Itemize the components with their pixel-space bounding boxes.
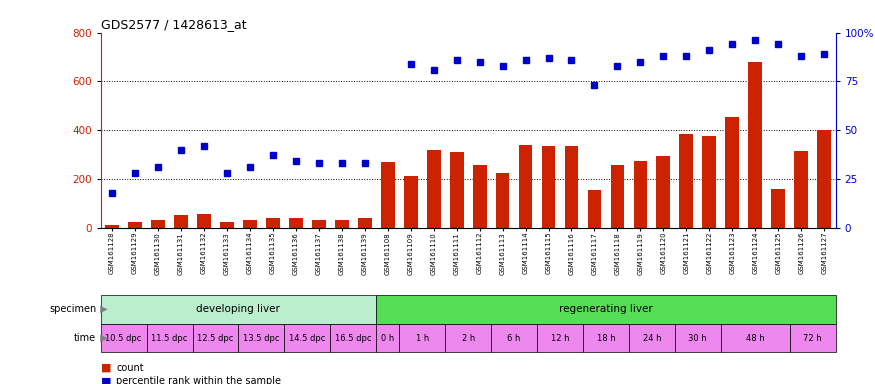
- Bar: [721, 324, 790, 353]
- Text: 48 h: 48 h: [746, 334, 765, 343]
- Bar: [101, 295, 376, 324]
- Text: 2 h: 2 h: [461, 334, 475, 343]
- Text: ▶: ▶: [97, 333, 108, 343]
- Bar: [427, 150, 441, 228]
- Bar: [376, 324, 399, 353]
- Text: percentile rank within the sample: percentile rank within the sample: [116, 376, 282, 384]
- Bar: [817, 130, 831, 228]
- Bar: [748, 62, 762, 228]
- Bar: [376, 295, 836, 324]
- Text: 18 h: 18 h: [597, 334, 615, 343]
- Bar: [445, 324, 491, 353]
- Bar: [725, 117, 739, 228]
- Bar: [289, 218, 303, 228]
- Text: 10.5 dpc: 10.5 dpc: [105, 334, 142, 343]
- Text: ▶: ▶: [97, 304, 108, 314]
- Bar: [629, 324, 675, 353]
- Bar: [491, 324, 537, 353]
- Bar: [634, 161, 648, 228]
- Bar: [284, 324, 331, 353]
- Text: count: count: [116, 363, 144, 373]
- Bar: [331, 324, 376, 353]
- Bar: [147, 324, 192, 353]
- Bar: [473, 166, 487, 228]
- Bar: [129, 222, 142, 228]
- Text: 1 h: 1 h: [416, 334, 429, 343]
- Bar: [542, 146, 556, 228]
- Text: specimen: specimen: [49, 304, 96, 314]
- Text: ■: ■: [101, 363, 111, 373]
- Bar: [588, 190, 601, 228]
- Text: 12 h: 12 h: [550, 334, 570, 343]
- Bar: [151, 220, 164, 228]
- Text: 6 h: 6 h: [507, 334, 521, 343]
- Bar: [238, 324, 284, 353]
- Bar: [703, 136, 717, 228]
- Text: 13.5 dpc: 13.5 dpc: [243, 334, 280, 343]
- Bar: [312, 220, 326, 228]
- Bar: [381, 162, 395, 228]
- Text: time: time: [74, 333, 96, 343]
- Bar: [656, 156, 670, 228]
- Bar: [101, 324, 147, 353]
- Bar: [450, 152, 464, 228]
- Bar: [243, 220, 257, 228]
- Text: ■: ■: [101, 376, 111, 384]
- Text: 30 h: 30 h: [689, 334, 707, 343]
- Bar: [197, 214, 211, 228]
- Bar: [358, 218, 372, 228]
- Bar: [404, 177, 417, 228]
- Bar: [266, 218, 280, 228]
- Bar: [794, 151, 808, 228]
- Bar: [611, 166, 625, 228]
- Text: regenerating liver: regenerating liver: [559, 304, 653, 314]
- Bar: [495, 173, 509, 228]
- Bar: [790, 324, 836, 353]
- Bar: [192, 324, 238, 353]
- Bar: [519, 145, 532, 228]
- Bar: [772, 189, 785, 228]
- Text: 72 h: 72 h: [803, 334, 822, 343]
- Bar: [174, 215, 188, 228]
- Bar: [537, 324, 583, 353]
- Text: 24 h: 24 h: [642, 334, 662, 343]
- Bar: [675, 324, 721, 353]
- Bar: [564, 146, 578, 228]
- Text: 16.5 dpc: 16.5 dpc: [335, 334, 372, 343]
- Bar: [680, 134, 693, 228]
- Text: 12.5 dpc: 12.5 dpc: [197, 334, 234, 343]
- Bar: [335, 220, 348, 228]
- Text: 11.5 dpc: 11.5 dpc: [151, 334, 188, 343]
- Bar: [105, 225, 119, 228]
- Text: developing liver: developing liver: [197, 304, 280, 314]
- Bar: [220, 222, 234, 228]
- Text: 0 h: 0 h: [382, 334, 395, 343]
- Text: GDS2577 / 1428613_at: GDS2577 / 1428613_at: [101, 18, 246, 31]
- Bar: [583, 324, 629, 353]
- Text: 14.5 dpc: 14.5 dpc: [289, 334, 326, 343]
- Bar: [399, 324, 445, 353]
